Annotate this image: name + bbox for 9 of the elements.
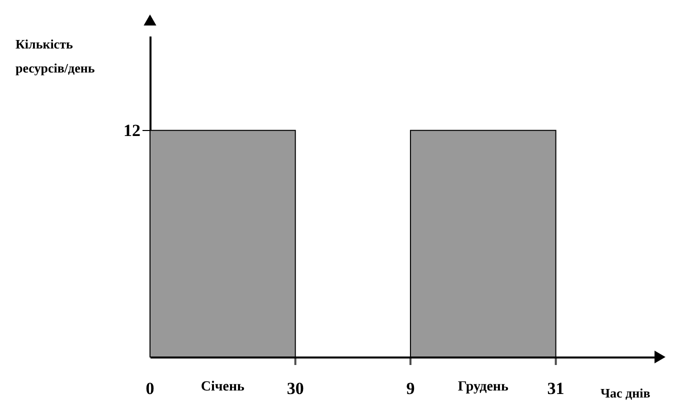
y-axis-title: Кількість ресурсів/день: [16, 36, 95, 76]
x-tick-label: Грудень: [458, 380, 509, 394]
text: 0: [146, 379, 154, 398]
x-tick-label: Січень: [200, 380, 246, 394]
x-axis-title: Час днів: [600, 386, 650, 400]
text: 9: [406, 379, 415, 398]
y-tick-label: 12: [124, 120, 140, 140]
text: 31: [547, 379, 564, 398]
text: 30: [286, 379, 304, 398]
